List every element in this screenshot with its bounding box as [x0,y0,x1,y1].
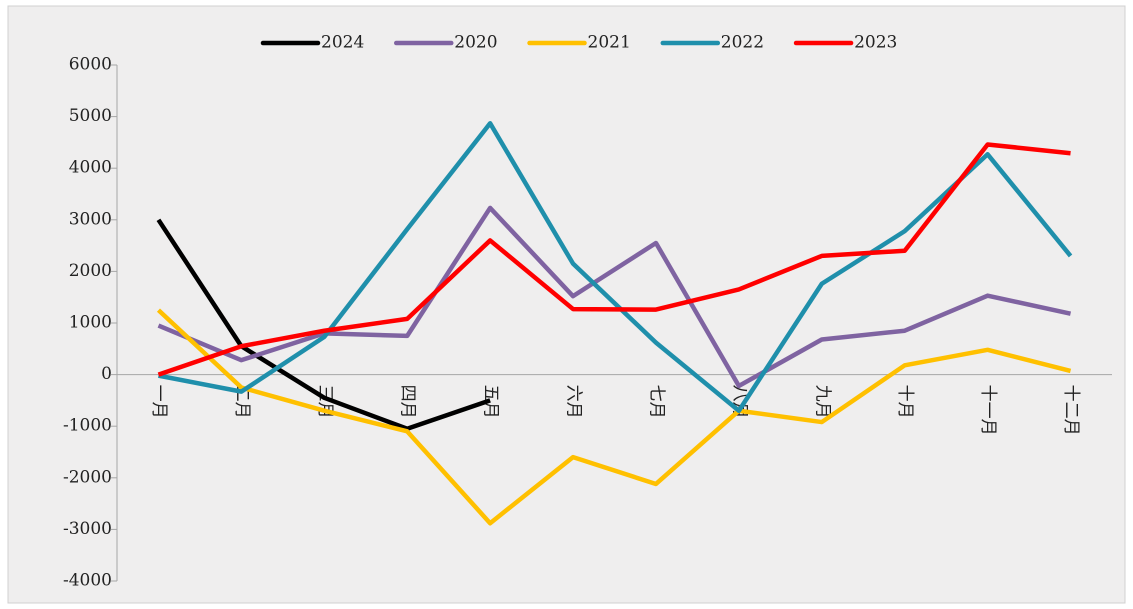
y-tick-label: 0 [101,364,112,384]
y-tick-label: 1000 [69,313,112,333]
y-tick-label: 3000 [69,209,112,229]
x-tick-label: 七月 [646,385,666,419]
x-tick-label: 四月 [398,385,418,419]
legend-label: 2024 [321,33,364,53]
x-tick-label: 十月 [895,385,915,419]
series-line [156,218,491,432]
y-tick-label: 2000 [69,261,112,281]
legend-label: 2021 [588,33,631,53]
y-tick-label: 4000 [69,158,112,178]
x-tick-label: 十二月 [1061,385,1081,436]
x-tick-label: 十一月 [978,385,998,436]
y-tick-label: -1000 [63,416,112,436]
legend-label: 2020 [454,33,497,53]
series-line [157,142,1071,377]
x-tick-label: 一月 [149,385,169,419]
x-tick-label: 二月 [232,385,252,419]
series-line [157,205,1072,389]
x-tick-label: 五月 [481,385,501,419]
y-tick-label: -4000 [63,571,112,591]
y-tick-label: 6000 [69,55,112,75]
series-line [156,308,1072,526]
y-tick-label: -2000 [63,467,112,487]
legend-label: 2023 [854,33,897,53]
series-line [158,121,1073,413]
y-tick-label: 5000 [69,106,112,126]
y-tick-label: -3000 [63,519,112,539]
x-tick-label: 九月 [812,385,832,419]
legend-label: 2022 [721,33,764,53]
x-tick-label: 六月 [564,385,584,419]
